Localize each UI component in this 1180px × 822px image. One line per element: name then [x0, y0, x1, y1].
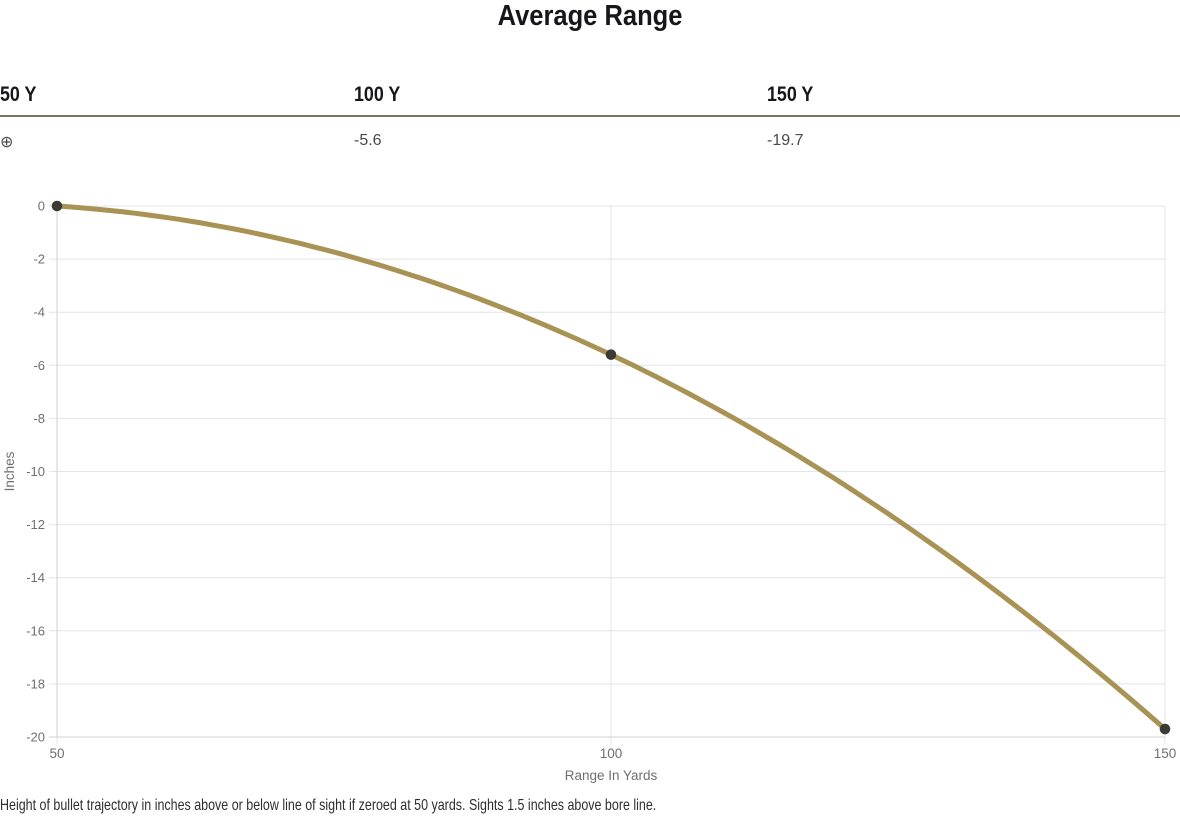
range-column-header-150y-text: 150 Y	[767, 83, 814, 106]
y-axis-tick-label: -12	[26, 517, 45, 532]
page-title: Average Range	[0, 0, 1180, 33]
y-axis-tick-label: 0	[38, 199, 45, 214]
range-column-header-50y: 50 Y	[0, 83, 354, 107]
range-column-header-150y: 150 Y	[767, 83, 1180, 107]
range-table-value-row: ⊕ -5.6 -19.7	[0, 132, 1180, 152]
zero-symbol: ⊕	[0, 134, 14, 151]
y-axis-tick-label: -14	[26, 570, 45, 585]
range-table-header-row: 50 Y 100 Y 150 Y	[0, 83, 1180, 107]
y-axis-tick-label: -8	[33, 411, 45, 426]
y-axis-tick-label: -4	[33, 305, 45, 320]
drop-value-100y: -5.6	[354, 132, 382, 149]
y-axis-tick-label: -6	[33, 358, 45, 373]
range-column-header-100y: 100 Y	[354, 83, 767, 107]
y-axis-title: Inches	[2, 451, 17, 491]
page-title-text: Average Range	[497, 0, 683, 32]
chart-footnote-text: Height of bullet trajectory in inches ab…	[0, 797, 657, 814]
drop-value-150y: -19.7	[767, 132, 804, 149]
trajectory-chart: 0 -2 -4 -6 -8 -10 -12 -14 -16 -18 -20 50 100 150 Range…	[0, 190, 1180, 790]
trajectory-chart-svg: 0 -2 -4 -6 -8 -10 -12 -14 -16 -18 -20 50 100 150 Range…	[2, 199, 1177, 784]
x-axis-tick-label: 150	[1154, 746, 1177, 761]
y-axis-tick-label: -16	[26, 623, 45, 638]
chart-footnote: Height of bullet trajectory in inches ab…	[0, 797, 1180, 815]
y-axis-tick-label: -20	[26, 730, 45, 745]
range-column-header-50y-text: 50 Y	[0, 83, 37, 106]
data-point-marker	[1159, 723, 1171, 735]
range-summary-table: 50 Y 100 Y 150 Y ⊕ -5.6 -19.7	[0, 83, 1180, 152]
x-axis-tick-label: 50	[49, 746, 64, 761]
x-axis-tick-label: 100	[600, 746, 623, 761]
x-axis-title: Range In Yards	[565, 768, 658, 783]
y-axis-tick-label: -18	[26, 676, 45, 691]
y-axis-tick-label: -10	[26, 464, 45, 479]
data-point-marker	[605, 349, 617, 360]
data-point-marker	[51, 200, 63, 212]
y-axis-tick-label: -2	[33, 252, 45, 267]
table-header-rule	[0, 115, 1180, 117]
range-column-header-100y-text: 100 Y	[354, 83, 401, 106]
